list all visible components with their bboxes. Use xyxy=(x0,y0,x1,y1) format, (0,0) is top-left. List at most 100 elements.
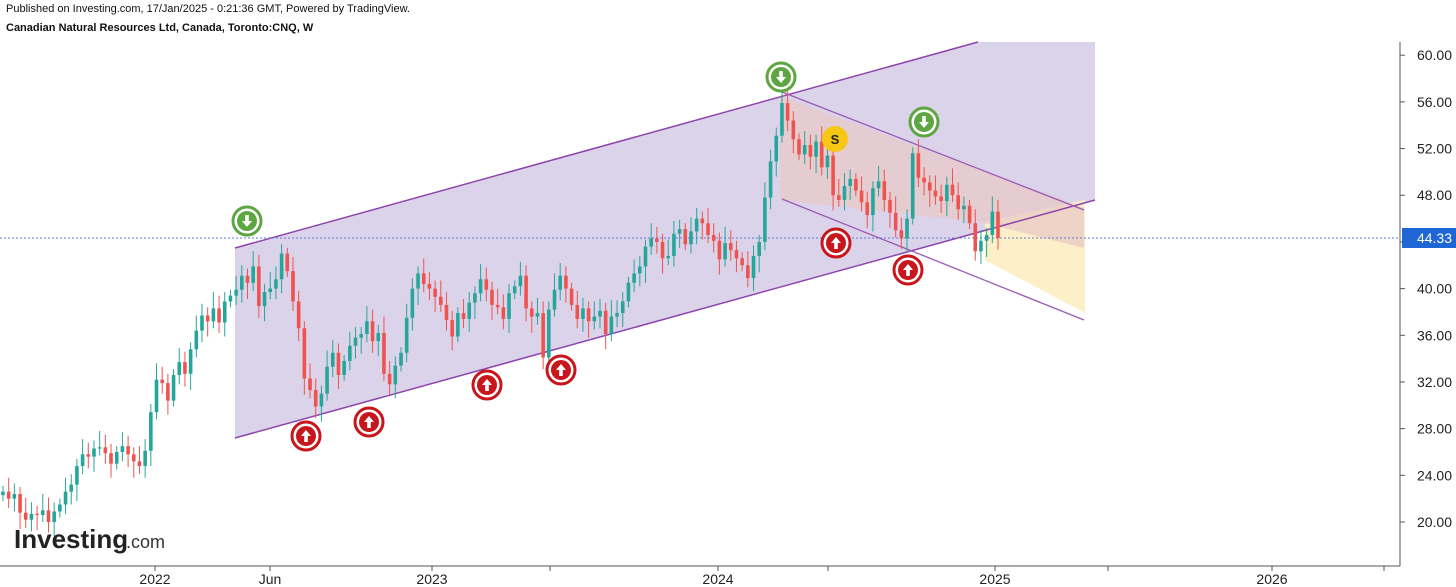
candle-body xyxy=(893,212,898,231)
candle-body xyxy=(171,374,176,401)
y-tick-label: 36.00 xyxy=(1417,327,1452,343)
x-tick-label: Jun xyxy=(259,571,282,587)
candle-body xyxy=(910,153,915,219)
candle-body xyxy=(694,218,699,232)
falling-channel-fill xyxy=(780,96,1084,248)
candle-body xyxy=(439,296,443,305)
candle-body xyxy=(365,321,369,335)
candle-body xyxy=(518,275,523,287)
candle-body xyxy=(274,279,278,289)
arrow-down-marker-icon xyxy=(765,61,797,93)
investing-logo: Investing .com xyxy=(14,524,165,554)
candle-body xyxy=(404,317,409,353)
candle-body xyxy=(222,301,227,323)
logo-suffix: .com xyxy=(126,532,165,552)
candle-body xyxy=(393,365,398,385)
candle-body xyxy=(257,266,261,307)
last-price-badge xyxy=(1402,228,1456,248)
candle-body xyxy=(598,310,602,317)
candle-body xyxy=(655,238,659,242)
rising-channel-bottom-line xyxy=(234,199,1096,439)
candle-body xyxy=(825,155,830,168)
candle-body xyxy=(984,234,989,241)
arrow-down-icon xyxy=(776,71,786,83)
y-tick-label: 40.00 xyxy=(1417,281,1452,297)
candle-body xyxy=(603,310,608,335)
arrow-up-icon xyxy=(556,364,566,376)
candle-body xyxy=(865,202,870,216)
candle-body xyxy=(723,243,727,260)
candle-body xyxy=(450,320,454,337)
candle-body xyxy=(666,255,671,259)
y-tick-label: 56.00 xyxy=(1417,94,1452,110)
candle-body xyxy=(240,275,244,290)
candle-body xyxy=(802,145,807,155)
arrow-up-marker-icon xyxy=(545,354,577,386)
candle-body xyxy=(262,292,267,307)
candle-body xyxy=(967,205,972,224)
candle-body xyxy=(751,255,756,279)
candle-body xyxy=(370,321,375,342)
candle-body xyxy=(154,379,159,413)
x-tick-label: 2026 xyxy=(1256,571,1287,587)
arrow-up-icon xyxy=(364,416,374,428)
candle-body xyxy=(120,446,125,452)
candle-body xyxy=(92,448,96,457)
candle-body xyxy=(791,120,796,140)
candle-body xyxy=(831,155,835,196)
candle-body xyxy=(245,275,250,283)
candle-body xyxy=(581,308,585,319)
candle-body xyxy=(279,253,284,280)
candle-body xyxy=(456,313,460,337)
candle-body xyxy=(956,195,960,210)
y-tick-label: 48.00 xyxy=(1417,187,1452,203)
candle-body xyxy=(177,362,182,375)
candle-body xyxy=(410,288,415,318)
candle-body xyxy=(763,197,767,242)
signal-marker: S xyxy=(822,126,848,152)
candle-body xyxy=(427,283,432,289)
candle-body xyxy=(137,461,142,466)
arrow-up-marker-icon xyxy=(290,420,322,452)
candle-body xyxy=(80,454,85,466)
candle-body xyxy=(217,308,221,323)
candle-body xyxy=(620,301,625,314)
candle-body xyxy=(86,454,91,457)
candle-body xyxy=(308,378,312,391)
candle-body xyxy=(313,390,318,407)
candle-body xyxy=(387,373,392,385)
candle-body xyxy=(706,223,710,235)
candle-body xyxy=(23,512,28,520)
candle-body xyxy=(103,447,108,454)
candle-body xyxy=(768,161,773,198)
y-tick-label: 60.00 xyxy=(1417,47,1452,63)
candle-body xyxy=(700,218,705,224)
candle-body xyxy=(592,316,597,322)
candle-body xyxy=(461,313,466,319)
candle-body xyxy=(205,315,210,322)
candle-body xyxy=(131,454,136,462)
candle-body xyxy=(711,234,716,241)
arrow-down-marker-icon xyxy=(231,205,263,237)
candle-body xyxy=(905,218,909,239)
y-tick-label: 20.00 xyxy=(1417,514,1452,530)
candle-body xyxy=(848,178,852,186)
candle-body xyxy=(433,288,437,297)
candle-body xyxy=(285,253,290,272)
candle-body xyxy=(194,330,199,350)
candle-body xyxy=(933,190,938,197)
candle-body xyxy=(524,275,528,309)
candle-body xyxy=(814,141,818,157)
candle-body xyxy=(638,266,642,274)
candle-body xyxy=(945,184,949,202)
rising-channel-top-line xyxy=(234,41,979,249)
candle-body xyxy=(126,446,130,455)
candle-body xyxy=(854,178,858,191)
arrow-up-icon xyxy=(903,264,913,276)
y-axis: 20.0024.0028.0032.0036.0040.0044.0048.00… xyxy=(1400,47,1452,530)
arrow-down-icon xyxy=(919,116,929,128)
candle-body xyxy=(797,139,801,155)
candle-body xyxy=(922,177,926,183)
candle-body xyxy=(916,153,921,178)
